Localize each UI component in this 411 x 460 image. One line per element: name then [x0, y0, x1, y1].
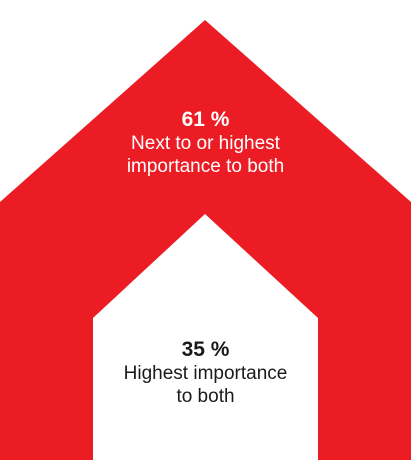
inner-house-shape: [93, 214, 318, 460]
outer-percent: 61 %: [181, 108, 230, 131]
outer-description-line-2: importance to both: [126, 156, 285, 177]
inner-description-line-1: Highest importance: [123, 363, 288, 384]
inner-house-label: 35 % Highest importance to both: [100, 338, 311, 408]
inner-percent: 35 %: [181, 338, 230, 361]
outer-description-line-1: Next to or highest: [131, 133, 280, 154]
inner-description-line-2: to both: [176, 386, 235, 407]
outer-house-label: 61 % Next to or highest importance to bo…: [100, 108, 311, 178]
